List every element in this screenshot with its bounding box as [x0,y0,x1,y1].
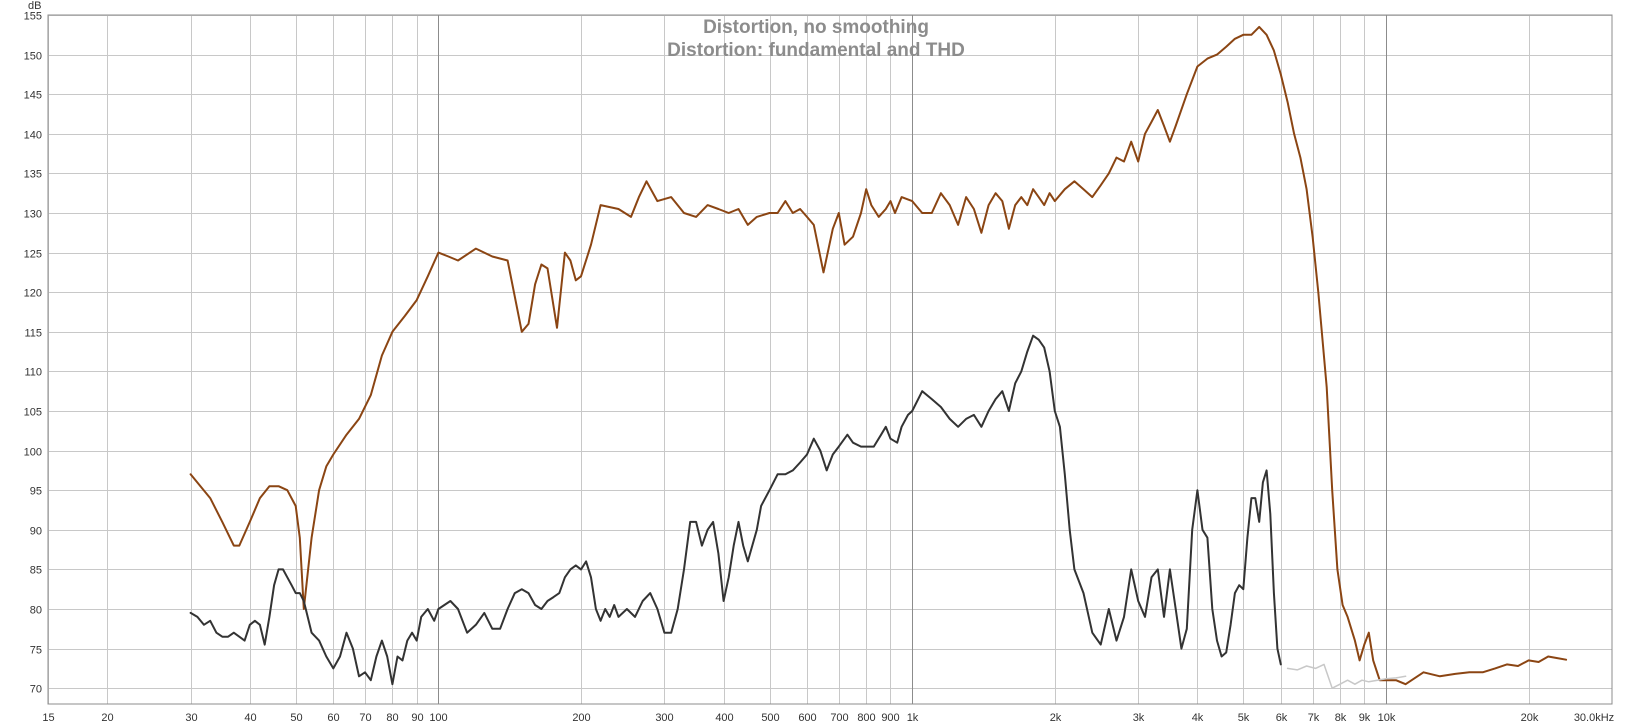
x-tick-label-20: 20 [101,712,113,724]
x-tick-label-90: 90 [411,712,423,724]
x-tick-label-30: 30 [185,712,197,724]
x-tick-label-9k: 9k [1359,712,1371,724]
thd-noise-floor-curve [1286,663,1407,689]
y-tick-label-70: 70 [30,684,42,696]
y-axis-tick-labels: 70 75 80 85 90 95 100 105 110 115 120 125 130 135 140 1… [24,11,42,696]
x-tick-label-3k: 3k [1133,712,1145,724]
x-tick-label-2k: 2k [1050,712,1062,724]
x-tick-label-200: 200 [572,712,590,724]
x-tick-label-1k: 1k [907,712,919,724]
x-tick-label-50: 50 [290,712,302,724]
x-tick-label-80: 80 [386,712,398,724]
chart-subtitle: Distortion: fundamental and THD [667,40,965,61]
y-tick-label-130: 130 [24,209,42,221]
x-tick-label-500: 500 [761,712,779,724]
x-tick-label-400: 400 [715,712,733,724]
y-tick-label-140: 140 [24,130,42,142]
y-tick-label-75: 75 [30,645,42,657]
y-tick-label-125: 125 [24,249,42,261]
x-tick-label-600: 600 [798,712,816,724]
y-tick-label-90: 90 [30,526,42,538]
x-tick-label-8k: 8k [1335,712,1347,724]
x-tick-label-700: 700 [830,712,848,724]
y-tick-label-110: 110 [24,367,42,379]
fundamental-curve [189,25,1568,686]
x-tick-label-20k: 20k [1521,712,1539,724]
y-tick-label-150: 150 [24,51,42,63]
y-tick-label-115: 115 [24,328,42,340]
x-tick-label-40: 40 [244,712,256,724]
x-tick-label-15: 15 [42,712,54,724]
y-tick-label-85: 85 [30,565,42,577]
curves [189,25,1568,689]
x-axis-unit-label: 30.0kHz [1574,712,1614,724]
x-tick-label-100: 100 [429,712,447,724]
chart-title: Distortion, no smoothing [703,17,929,38]
x-tick-label-800: 800 [857,712,875,724]
y-tick-label-105: 105 [24,407,42,419]
x-axis-tick-labels: 15 20 30 40 50 60 70 80 90 100 200 300 400 500 600 700 8… [42,712,1538,724]
x-tick-label-70: 70 [359,712,371,724]
y-tick-label-135: 135 [24,169,42,181]
x-tick-label-7k: 7k [1308,712,1320,724]
y-tick-label-95: 95 [30,486,42,498]
x-tick-label-5k: 5k [1238,712,1250,724]
plot-frame [47,14,1613,705]
x-tick-label-60: 60 [327,712,339,724]
y-tick-label-80: 80 [30,605,42,617]
y-tick-label-145: 145 [24,90,42,102]
x-tick-label-10k: 10k [1378,712,1396,724]
y-tick-label-100: 100 [24,447,42,459]
y-axis-unit-label: dB [28,0,41,12]
y-tick-label-120: 120 [24,288,42,300]
x-tick-label-900: 900 [881,712,899,724]
x-tick-label-300: 300 [655,712,673,724]
x-tick-label-4k: 4k [1192,712,1204,724]
thd-curve [189,334,1282,686]
x-tick-label-6k: 6k [1276,712,1288,724]
y-tick-label-155: 155 [24,11,42,23]
